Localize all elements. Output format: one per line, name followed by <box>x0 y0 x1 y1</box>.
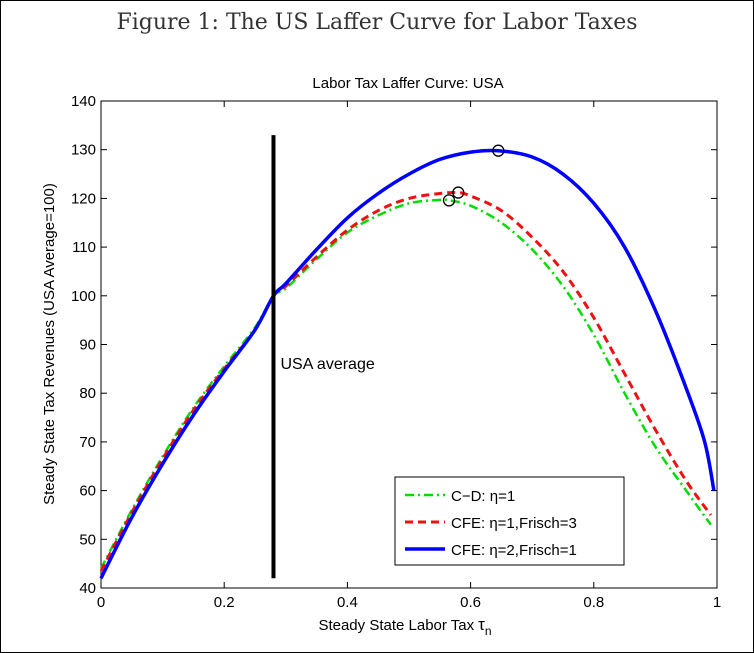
y-tick-label: 70 <box>79 434 96 451</box>
series-group <box>99 148 716 580</box>
y-tick-label: 40 <box>79 580 96 597</box>
x-tick-label: 0.2 <box>214 594 235 611</box>
peak-marker <box>492 144 505 157</box>
y-tick-label: 130 <box>71 142 96 159</box>
peak-marker <box>442 194 456 207</box>
peak-marker-group <box>442 144 505 207</box>
y-tick-label: 80 <box>79 385 96 402</box>
legend-label-2: CFE: η=1,Frisch=3 <box>451 515 577 532</box>
tick-group: 0 0.2 0.4 0.6 0.8 140506070809010011012013014… <box>71 93 721 611</box>
usa-average-label: USA average <box>280 356 374 373</box>
x-tick-label: 0 <box>97 594 105 611</box>
y-tick-label: 140 <box>71 93 96 110</box>
x-axis-label-symbol: τ <box>478 615 485 634</box>
x-tick-label: 0.4 <box>337 594 358 611</box>
chart-title: Labor Tax Laffer Curve: USA <box>312 75 503 92</box>
legend: C−D: η=1 CFE: η=1,Frisch=3 CFE: η=2,Frisch… <box>394 476 625 566</box>
y-axis-label: Steady State Tax Revenues (USA Average=1… <box>41 183 58 505</box>
x-axis-label: Steady State Labor Tax τn <box>318 615 491 638</box>
x-tick-label: 0.6 <box>460 594 481 611</box>
x-axis-label-text: Steady State Labor Tax <box>318 617 474 634</box>
series-line-2 <box>99 190 713 572</box>
figure-title: Figure 1: The US Laffer Curve for Labor … <box>116 10 638 35</box>
y-tick-label: 100 <box>71 288 96 305</box>
legend-label-1: C−D: η=1 <box>451 488 515 505</box>
x-tick-label: 0.8 <box>583 594 604 611</box>
x-tick-label: 1 <box>713 594 721 611</box>
peak-marker <box>452 186 465 199</box>
y-tick-label: 120 <box>71 190 96 207</box>
x-axis-label-subscript: n <box>485 624 492 638</box>
y-tick-label: 60 <box>79 483 96 500</box>
series-line-3 <box>99 148 716 580</box>
series-line-1 <box>99 198 712 570</box>
y-tick-label: 110 <box>72 239 96 256</box>
y-tick-label: 50 <box>79 531 96 548</box>
legend-label-3: CFE: η=2,Frisch=1 <box>451 542 577 559</box>
y-tick-label: 90 <box>79 337 96 354</box>
